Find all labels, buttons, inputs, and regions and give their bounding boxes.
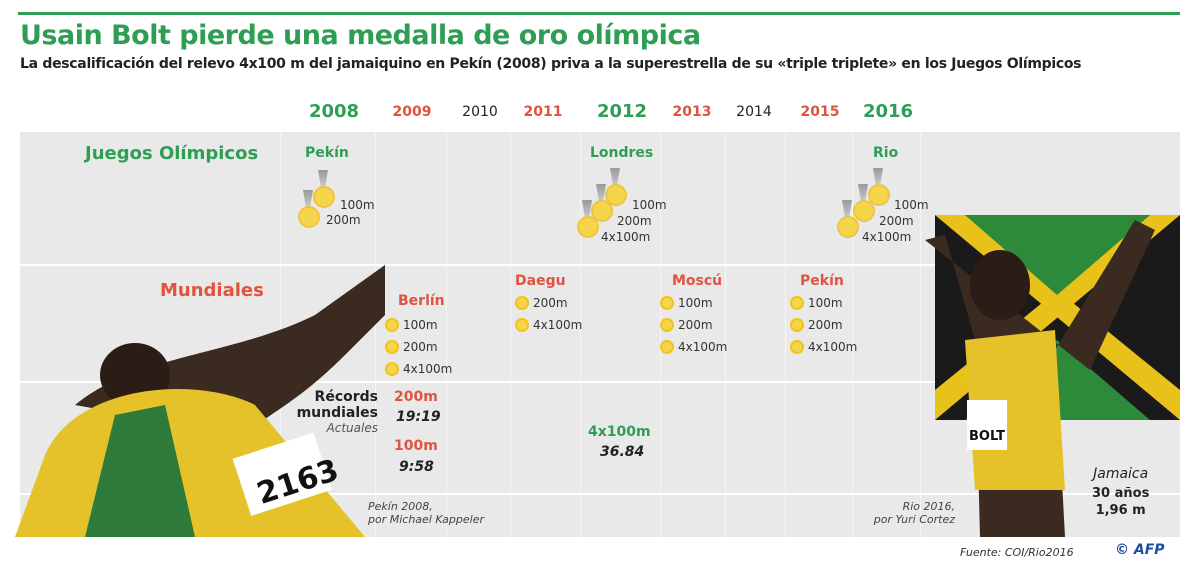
medal-label: 200m <box>678 318 713 332</box>
year-2012: 2012 <box>596 101 648 122</box>
medal-label: 200m <box>879 214 914 228</box>
gold-medal-icon <box>385 318 399 332</box>
source-note: Fuente: COI/Rio2016 <box>960 546 1074 559</box>
medal-label: 4x100m <box>601 230 651 244</box>
record-time-relay: 36.84 <box>600 444 645 460</box>
medal-label: 4x100m <box>808 340 858 354</box>
gold-medal-icon <box>790 296 804 310</box>
olympics-city-beijing: Pekín <box>305 145 349 161</box>
gold-medal-icon <box>660 296 674 310</box>
year-2013: 2013 <box>672 104 712 120</box>
medal-label: 4x100m <box>403 362 453 376</box>
gold-medal-icon <box>515 318 529 332</box>
gold-medal-icon <box>660 340 674 354</box>
year-2008: 2008 <box>308 101 360 122</box>
medal-label: 200m <box>808 318 843 332</box>
gold-medal-icon <box>790 318 804 332</box>
medal-label: 4x100m <box>862 230 912 244</box>
medal-label: 200m <box>617 214 652 228</box>
medal-label: 100m <box>808 296 843 310</box>
medal-label: 4x100m <box>678 340 728 354</box>
olympics-city-rio: Rio <box>873 145 899 161</box>
year-2014: 2014 <box>736 104 772 120</box>
gold-medal-icon <box>385 362 399 376</box>
medal-label: 100m <box>340 198 375 212</box>
row-label-records: Récords mundiales Actuales <box>296 389 378 435</box>
row-label-worlds: Mundiales <box>160 280 264 301</box>
medal-label: 200m <box>326 213 361 227</box>
medal-label: 200m <box>403 340 438 354</box>
gold-medal-icon <box>790 340 804 354</box>
year-2011: 2011 <box>523 104 563 120</box>
gold-medal-icon <box>515 296 529 310</box>
record-event-100m: 100m <box>394 438 438 454</box>
year-2010: 2010 <box>462 104 498 120</box>
gold-medal-icon <box>385 340 399 354</box>
photo-credit-left: Pekín 2008, por Michael Kappeler <box>368 500 484 526</box>
year-2009: 2009 <box>392 104 432 120</box>
year-2016: 2016 <box>862 101 914 122</box>
top-rule <box>18 12 1180 15</box>
worlds-city-beijing: Pekín <box>800 273 844 289</box>
worlds-city-daegu: Daegu <box>515 273 566 289</box>
photo-credit-right: Rio 2016, por Yuri Cortez <box>873 500 955 526</box>
worlds-city-berlin: Berlín <box>398 293 445 309</box>
afp-logo: © AFP <box>1115 542 1165 558</box>
athlete-profile: Jamaica 30 años 1,96 m <box>1092 466 1150 518</box>
shirt-name: BOLT <box>969 429 1005 444</box>
year-2015: 2015 <box>800 104 840 120</box>
medal-label: 4x100m <box>533 318 583 332</box>
medal-label: 100m <box>403 318 438 332</box>
worlds-city-moscow: Moscú <box>672 273 723 289</box>
record-time-100m: 9:58 <box>399 459 434 475</box>
bolt-pose-photo: 2163 <box>15 265 385 537</box>
medal-label: 200m <box>533 296 568 310</box>
record-event-relay: 4x100m <box>588 424 651 440</box>
medal-label: 100m <box>894 198 929 212</box>
olympics-city-london: Londres <box>590 145 654 161</box>
row-label-olympics: Juegos Olímpicos <box>85 143 259 164</box>
medal-label: 100m <box>678 296 713 310</box>
subtitle: La descalificación del relevo 4x100 m de… <box>20 56 1082 72</box>
gold-medal-icon <box>660 318 674 332</box>
record-time-200m: 19:19 <box>396 409 441 425</box>
record-event-200m: 200m <box>394 389 438 405</box>
title: Usain Bolt pierde una medalla de oro olí… <box>20 20 701 51</box>
medal-label: 100m <box>632 198 667 212</box>
bolt-flag-photo: BOLT <box>925 215 1180 537</box>
